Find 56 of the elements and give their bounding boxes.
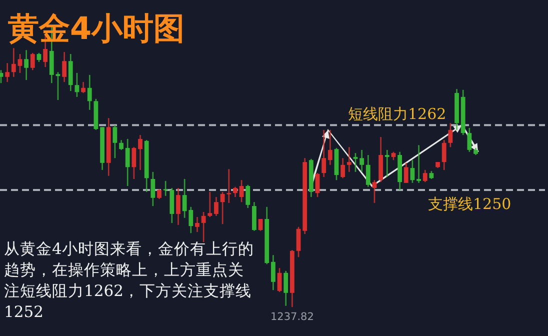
candlestick — [233, 186, 238, 198]
candlestick — [112, 124, 118, 159]
candlestick — [201, 211, 206, 243]
candlestick — [157, 188, 162, 200]
candlestick — [366, 154, 370, 188]
candlestick — [384, 149, 390, 178]
candlestick — [208, 191, 212, 218]
candlestick — [296, 226, 301, 258]
candlestick — [284, 270, 288, 307]
chart-title: 黄金4小时图 — [8, 11, 185, 47]
candlestick — [410, 159, 415, 184]
candlestick — [138, 134, 142, 171]
candlestick — [328, 129, 332, 166]
candlestick — [467, 127, 472, 153]
candlestick — [0, 69, 4, 84]
candlestick — [277, 267, 282, 293]
candlestick — [125, 138, 130, 187]
candlestick — [214, 196, 218, 217]
candlestick — [353, 152, 358, 173]
candlestick — [246, 184, 250, 209]
candlestick — [30, 52, 35, 71]
candlestick — [176, 187, 180, 226]
candlestick — [416, 144, 421, 184]
candlestick — [239, 179, 244, 203]
candlestick — [372, 179, 377, 204]
candlestick — [360, 149, 364, 173]
candlestick — [322, 129, 326, 178]
candlestick — [442, 139, 446, 171]
candlestick — [340, 157, 346, 179]
ref-line-label: 支撑线1250 — [428, 194, 512, 213]
candlestick — [87, 74, 92, 111]
candlestick — [11, 47, 16, 78]
candlestick — [74, 72, 80, 98]
candlestick — [56, 71, 60, 101]
candlestick — [24, 49, 29, 81]
candlestick — [195, 216, 200, 233]
candlestick — [258, 218, 263, 232]
candlestick — [36, 52, 42, 63]
candlestick — [132, 146, 136, 180]
candlestick — [150, 171, 156, 207]
candlestick — [404, 162, 408, 184]
candlestick — [119, 139, 124, 151]
candlestick — [5, 62, 10, 83]
candlestick — [18, 53, 22, 74]
candlestick — [315, 172, 320, 198]
candlestick — [346, 146, 352, 173]
ref-line-label: 短线阻力1262 — [348, 105, 446, 124]
candlestick — [270, 254, 276, 291]
candlestick — [448, 122, 453, 148]
candlestick — [422, 169, 428, 183]
candlestick — [81, 81, 86, 94]
annotation: 从黄金4小时图来看，金价有上行的趋势，在操作策略上，上方重点关注短线阻力1262，下方关注支撑线1252 — [4, 239, 254, 323]
candlestick — [252, 201, 256, 232]
candlestick — [68, 53, 73, 92]
candlestick — [62, 51, 66, 83]
annotation: 1237.82 — [270, 311, 314, 323]
